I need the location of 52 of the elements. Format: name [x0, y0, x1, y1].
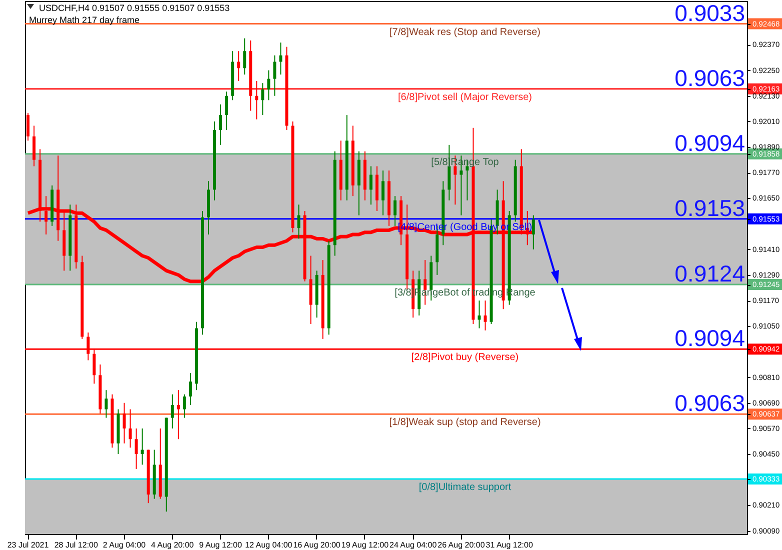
chart-title: USDCHF,H4 0.91507 0.91555 0.91507 0.91553 — [39, 3, 230, 13]
annotation: 0.9124 — [674, 260, 746, 287]
candlestick — [261, 82, 264, 116]
candlestick — [279, 42, 282, 76]
annotation: 0.9063 — [674, 64, 745, 91]
candlestick — [32, 125, 36, 167]
x-tick-label: 26 Aug 20:00 — [438, 540, 486, 550]
x-tick-label: 19 Aug 12:00 — [341, 540, 390, 550]
candlestick — [484, 300, 487, 331]
candlestick — [369, 166, 372, 206]
x-tick-label: 16 Aug 20:00 — [293, 540, 341, 550]
ref-line-label: [1/8]Weak sup (stop and Reverse) — [389, 417, 541, 428]
candlestick — [297, 204, 300, 240]
x-tick-label: 23 Jul 2021 — [7, 540, 50, 550]
candlestick — [170, 394, 174, 429]
annotation: 0.9033 — [674, 0, 745, 26]
ref-line-label: [0/8]Ultimate support — [418, 482, 512, 493]
candlestick — [532, 214, 535, 250]
candlestick — [122, 402, 126, 444]
x-tick-label: 31 Aug 12:00 — [486, 540, 534, 550]
candlestick — [26, 112, 30, 142]
x-tick-label: 24 Aug 04:00 — [389, 540, 438, 550]
annotation: 0.9094 — [674, 325, 746, 352]
candlestick — [394, 196, 397, 226]
candlestick — [267, 70, 270, 101]
candlestick — [478, 300, 481, 329]
x-tick-label: 4 Aug 20:00 — [151, 540, 194, 550]
candlestick — [182, 394, 186, 418]
candlestick — [243, 38, 246, 76]
candlestick — [273, 54, 276, 96]
candlestick — [255, 80, 258, 120]
candlestick — [134, 428, 138, 470]
ref-line-label: [6/8]Pivot sell (Major Reverse) — [398, 92, 532, 103]
candlestick — [225, 91, 228, 130]
ref-line-label: [7/8]Weak res (Stop and Reverse) — [390, 26, 540, 38]
text: Murrey Math 217 day frame — [29, 15, 140, 25]
candlestick — [140, 428, 144, 466]
x-tick-label: 28 Jul 12:00 — [54, 540, 98, 550]
candlestick — [176, 390, 180, 440]
annotation: 0.9094 — [674, 130, 746, 156]
x-tick-label: 12 Aug 04:00 — [245, 540, 293, 550]
candlestick — [381, 170, 384, 216]
x-tick-label: 9 Aug 12:00 — [199, 540, 242, 550]
candlestick — [128, 408, 132, 448]
annotation: 0.9063 — [674, 390, 745, 416]
candlestick — [219, 104, 222, 146]
candlestick — [104, 390, 108, 418]
x-tick-label: 2 Aug 04:00 — [102, 540, 146, 550]
candlestick — [237, 50, 240, 82]
ref-line-label: [2/8]Pivot buy (Reverse) — [411, 352, 519, 364]
annotation: 0.9153 — [674, 194, 745, 221]
candlestick — [188, 372, 192, 406]
